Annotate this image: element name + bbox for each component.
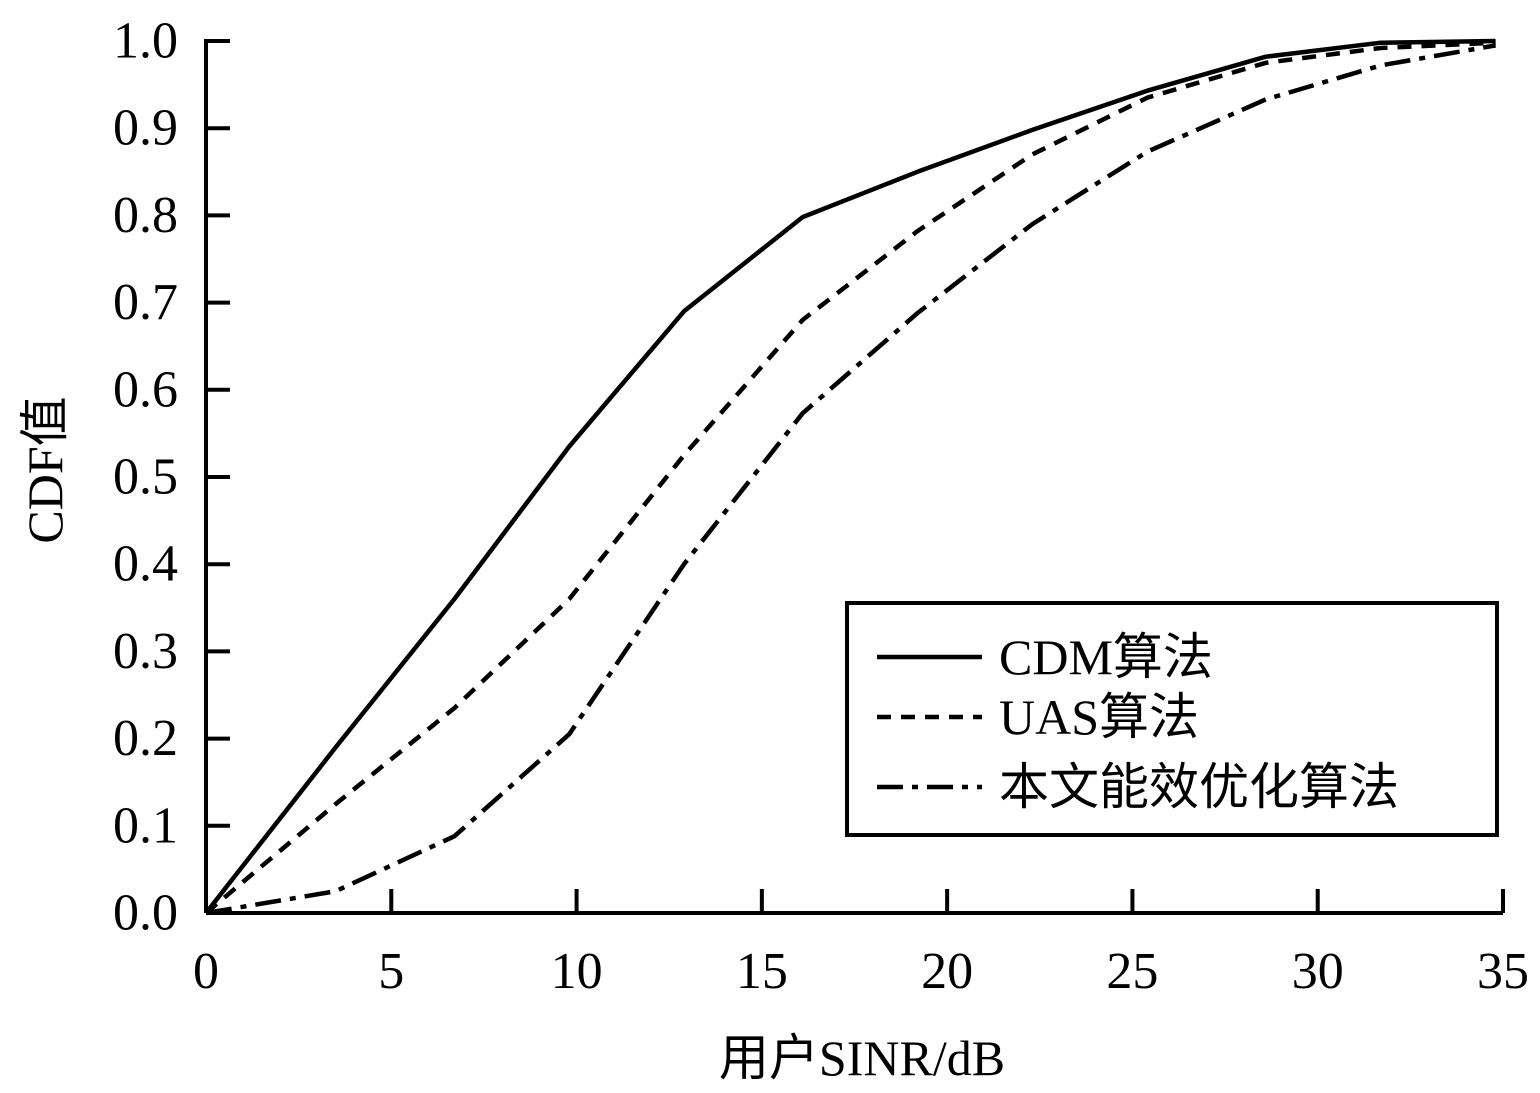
y-tick-label: 0.2	[113, 710, 178, 767]
x-tick-label: 15	[736, 943, 788, 1000]
y-tick-label: 0.0	[113, 885, 178, 942]
series-layer	[204, 38, 1496, 916]
y-tick-label: 0.4	[113, 536, 178, 593]
legend-label-3: 本文能效优化算法	[999, 759, 1399, 815]
x-axis-title: 用户SINR/dB	[719, 1030, 1005, 1086]
x-tick-label: 20	[921, 943, 973, 1000]
y-tick-label: 0.3	[113, 623, 178, 680]
y-tick-label: 0.9	[113, 100, 178, 157]
y-tick-label: 1.0	[113, 13, 178, 70]
x-tick-label: 0	[193, 943, 219, 1000]
y-tick-label: 0.5	[113, 449, 178, 506]
series-line-2	[204, 40, 1496, 915]
y-tick-label: 0.6	[113, 361, 178, 418]
y-tick-label: 0.8	[113, 187, 178, 244]
y-tick-label: 0.1	[113, 797, 178, 854]
x-tick-label: 30	[1292, 943, 1344, 1000]
legend-label-1: CDM算法	[999, 629, 1213, 685]
series-line-3	[205, 43, 1496, 916]
axes: 0.0 0.1 0.2 0.3 0.4 0.5 0.6 0.7 0.8 0.9 1.0 0 5 10 15 2…	[17, 13, 1529, 1087]
x-tick-label: 35	[1477, 943, 1529, 1000]
y-tick-label: 0.7	[113, 274, 178, 331]
x-tick-label: 5	[378, 943, 404, 1000]
series-line-1	[204, 38, 1496, 915]
x-tick-label: 25	[1106, 943, 1158, 1000]
x-tick-label: 10	[551, 943, 603, 1000]
y-axis-title: CDF值	[17, 396, 73, 543]
legend-label-2: UAS算法	[999, 689, 1199, 745]
